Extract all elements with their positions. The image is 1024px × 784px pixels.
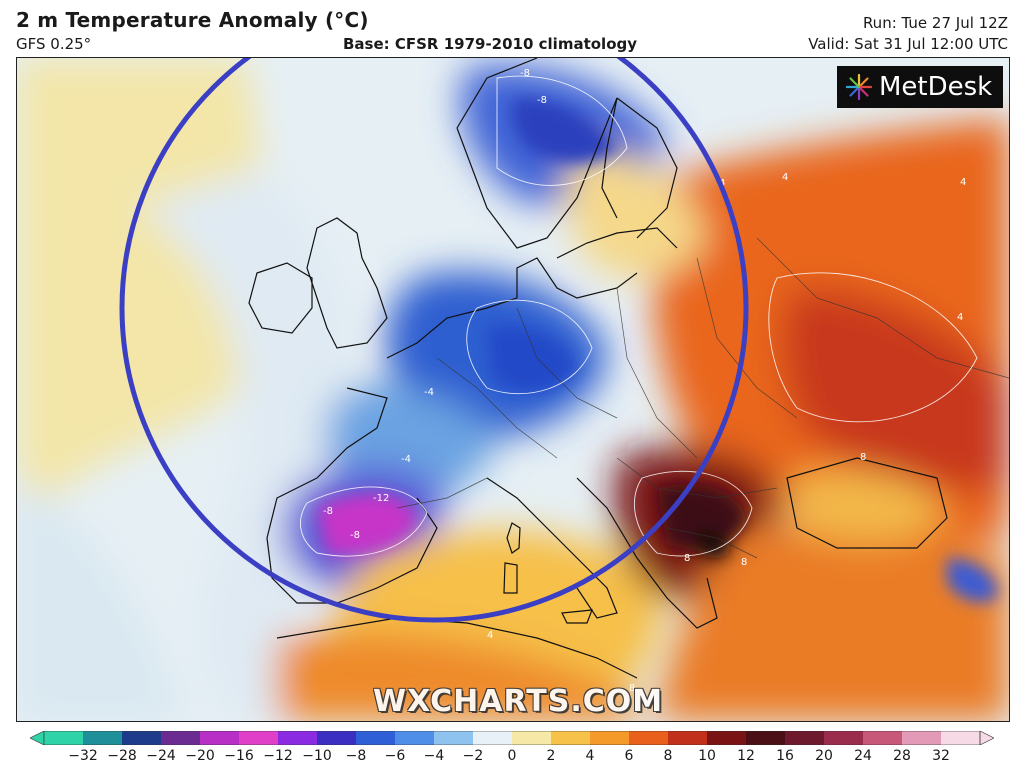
colorbar-segment — [824, 731, 864, 745]
colorbar-tick-label: 16 — [776, 748, 794, 764]
colorbar-segment — [122, 731, 162, 745]
anomaly-map: -8 -8 4 4 4 4 -4 -4 -8 -12 -8 4 8 8 8 8 — [16, 57, 1010, 722]
coastlines — [248, 58, 948, 679]
run-time-label: Run: Tue 27 Jul 12Z — [862, 14, 1008, 32]
colorbar-tick-label: −24 — [146, 748, 176, 764]
colorbar-tick-label: −8 — [345, 748, 367, 764]
country-borders — [396, 237, 1009, 559]
contour-label: 8 — [629, 683, 635, 694]
watermark: WXCHARTS.COM — [373, 684, 664, 719]
contour-lines — [300, 75, 978, 557]
base-climatology-label: Base: CFSR 1979-2010 climatology — [343, 35, 638, 53]
colorbar-segment — [83, 731, 123, 745]
colorbar-tick-label: 20 — [815, 748, 833, 764]
colorbar-tick-label: −10 — [302, 748, 332, 764]
colorbar-tick-label: −6 — [384, 748, 406, 764]
colorbar-segment — [746, 731, 786, 745]
highlight-circle — [119, 58, 749, 623]
colorbar-segment — [863, 731, 903, 745]
contour-label: 4 — [782, 172, 788, 183]
colorbar-segment — [668, 731, 708, 745]
colorbar-segment — [44, 731, 84, 745]
colorbar-segment — [512, 731, 552, 745]
contour-label: 4 — [487, 630, 493, 641]
contour-label: -8 — [537, 95, 547, 106]
colorbar-tick-label: 4 — [585, 748, 595, 764]
contour-label: -8 — [350, 530, 360, 541]
colorbar-segment — [941, 731, 981, 745]
contour-label: 4 — [960, 177, 966, 188]
anomaly-field — [17, 58, 1009, 721]
colorbar-segment — [902, 731, 942, 745]
colorbar-segment — [785, 731, 825, 745]
colorbar-tick-label: 0 — [507, 748, 517, 764]
colorbar-tick-label: −12 — [263, 748, 293, 764]
colorbar-tick-label: 6 — [624, 748, 634, 764]
contour-label: -8 — [520, 68, 530, 79]
model-label: GFS 0.25° — [16, 35, 92, 53]
colorbar-tick-label: −4 — [423, 748, 445, 764]
colorbar-tick-label: 8 — [663, 748, 673, 764]
colorbar — [30, 731, 994, 745]
contour-label: 8 — [860, 452, 866, 463]
colorbar-labels: −32 −28 −24 −20 −16 −12 −10 −8 −6 −4 −2 0 2 4 6 8 10 12 16… — [30, 748, 994, 768]
colorbar-segment — [161, 731, 201, 745]
colorbar-tick-label: −2 — [462, 748, 484, 764]
colorbar-tick-label: −16 — [224, 748, 254, 764]
colorbar-tick-label: −32 — [68, 748, 98, 764]
colorbar-tick-label: 2 — [546, 748, 556, 764]
colorbar-segment — [590, 731, 630, 745]
contour-label: -4 — [401, 454, 411, 465]
contour-label: -12 — [373, 493, 389, 504]
colorbar-segment — [551, 731, 591, 745]
colorbar-tick-label: 10 — [698, 748, 716, 764]
colorbar-segment — [239, 731, 279, 745]
colorbar-segment — [629, 731, 669, 745]
colorbar-tick-label: 24 — [854, 748, 872, 764]
colorbar-right-arrow — [979, 731, 994, 745]
colorbar-segment — [200, 731, 240, 745]
starburst-logo-icon — [845, 73, 873, 101]
colorbar-tick-label: −20 — [185, 748, 215, 764]
colorbar-tick-label: 32 — [932, 748, 950, 764]
colorbar-segment — [395, 731, 435, 745]
contour-label: 8 — [741, 557, 747, 568]
contour-label: -8 — [323, 506, 333, 517]
colorbar-outline — [43, 731, 981, 745]
colorbar-segment — [317, 731, 357, 745]
contour-label: -4 — [424, 387, 434, 398]
colorbar-segment — [707, 731, 747, 745]
contour-label: 8 — [684, 553, 690, 564]
colorbar-segment — [278, 731, 318, 745]
contour-label: 4 — [957, 312, 963, 323]
map-canvas: -8 -8 4 4 4 4 -4 -4 -8 -12 -8 4 8 8 8 8 — [17, 58, 1009, 721]
colorbar-tick-label: 12 — [737, 748, 755, 764]
colorbar-left-arrow — [30, 731, 45, 745]
valid-time-label: Valid: Sat 31 Jul 12:00 UTC — [808, 35, 1008, 53]
chart-title: 2 m Temperature Anomaly (°C) — [16, 8, 369, 32]
colorbar-segment — [434, 731, 474, 745]
metdesk-logo: MetDesk — [837, 66, 1003, 108]
colorbar-segment — [356, 731, 396, 745]
colorbar-tick-label: 28 — [893, 748, 911, 764]
colorbar-segment — [473, 731, 513, 745]
colorbar-tick-label: −28 — [107, 748, 137, 764]
logo-text: MetDesk — [879, 72, 993, 102]
